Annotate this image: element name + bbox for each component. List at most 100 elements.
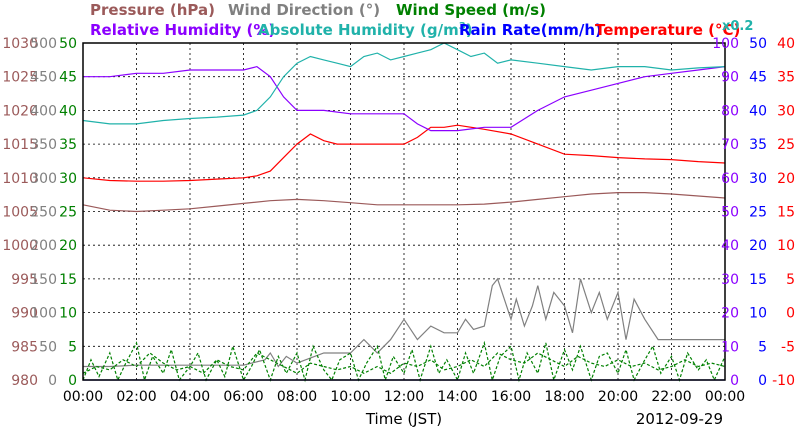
y-tick-label-pressure: 980 bbox=[11, 373, 38, 389]
y-tick-label-wind-direction: 100 bbox=[30, 306, 57, 322]
y-tick-label-pressure: 990 bbox=[11, 306, 38, 322]
y-tick-label-wind-speed: 30 bbox=[59, 171, 77, 187]
y-tick-label-wind-speed: 50 bbox=[59, 36, 77, 52]
y-tick-label-relative-humidity: 0 bbox=[730, 373, 739, 389]
y-tick-label-relative-humidity: 90 bbox=[721, 70, 739, 86]
y-tick-label-rain-rate: 50 bbox=[749, 36, 767, 52]
y-tick-label-temperature: 35 bbox=[777, 70, 795, 86]
y-tick-label-rain-rate: 5 bbox=[758, 339, 767, 355]
y-tick-label-relative-humidity: 80 bbox=[721, 103, 739, 119]
y-tick-label-wind-direction: 200 bbox=[30, 238, 57, 254]
y-tick-label-rain-rate: 10 bbox=[749, 306, 767, 322]
y-tick-label-pressure: 1030 bbox=[2, 36, 38, 52]
y-tick-label-wind-speed: 15 bbox=[59, 272, 77, 288]
series-line-absolute-humidity bbox=[82, 42, 726, 125]
y-tick-label-relative-humidity: 10 bbox=[721, 339, 739, 355]
y-tick-label-relative-humidity: 60 bbox=[721, 171, 739, 187]
y-tick-label-relative-humidity: 70 bbox=[721, 137, 739, 153]
y-tick-label-wind-direction: 400 bbox=[30, 103, 57, 119]
y-tick-label-wind-direction: 500 bbox=[30, 36, 57, 52]
y-tick-label-pressure: 1025 bbox=[2, 70, 38, 86]
y-tick-label-wind-speed: 35 bbox=[59, 137, 77, 153]
x-tick-label: 18:00 bbox=[544, 389, 584, 405]
y-tick-label-wind-direction: 150 bbox=[30, 272, 57, 288]
y-tick-label-temperature: 25 bbox=[777, 137, 795, 153]
y-tick-label-temperature: 20 bbox=[777, 171, 795, 187]
legend-scale-note: x0.2 bbox=[722, 19, 753, 34]
series-line-wind-speed-peak bbox=[82, 340, 726, 383]
series-line-wind-direction bbox=[83, 277, 725, 368]
x-tick-label: 10:00 bbox=[330, 389, 370, 405]
y-tick-label-temperature: 40 bbox=[777, 36, 795, 52]
y-tick-label-wind-speed: 5 bbox=[68, 339, 77, 355]
y-tick-label-relative-humidity: 40 bbox=[721, 238, 739, 254]
y-tick-label-temperature: 10 bbox=[777, 238, 795, 254]
y-tick-label-rain-rate: 15 bbox=[749, 272, 767, 288]
x-tick-label: 20:00 bbox=[598, 389, 638, 405]
y-tick-label-rain-rate: 35 bbox=[749, 137, 767, 153]
y-tick-label-pressure: 1010 bbox=[2, 171, 38, 187]
x-tick-label: 14:00 bbox=[437, 389, 477, 405]
y-tick-label-temperature: -5 bbox=[781, 339, 795, 355]
x-tick-label: 08:00 bbox=[277, 389, 317, 405]
grid bbox=[83, 43, 725, 380]
x-tick-label: 00:00 bbox=[63, 389, 103, 405]
x-tick-label: 22:00 bbox=[651, 389, 691, 405]
x-tick-label: 00:00 bbox=[705, 389, 745, 405]
y-tick-label-pressure: 995 bbox=[11, 272, 38, 288]
legend-relative-humidity: Relative Humidity (%) bbox=[90, 21, 275, 39]
y-tick-label-relative-humidity: 50 bbox=[721, 205, 739, 221]
legend-wind-speed: Wind Speed (m/s) bbox=[396, 1, 546, 19]
y-tick-label-temperature: 15 bbox=[777, 205, 795, 221]
y-tick-label-wind-speed: 0 bbox=[68, 373, 77, 389]
plot-frame bbox=[82, 42, 726, 381]
y-tick-label-wind-direction: 250 bbox=[30, 205, 57, 221]
axis-labels: 9809859909951000100510101015102010251030… bbox=[2, 36, 795, 405]
y-tick-label-wind-speed: 40 bbox=[59, 103, 77, 119]
y-tick-label-wind-direction: 300 bbox=[30, 171, 57, 187]
legend-pressure: Pressure (hPa) bbox=[90, 1, 215, 19]
y-tick-label-relative-humidity: 30 bbox=[721, 272, 739, 288]
y-tick-label-wind-speed: 25 bbox=[59, 205, 77, 221]
legend-absolute-humidity-text: Absolute Humidity (g/m bbox=[258, 21, 459, 39]
y-tick-label-rain-rate: 20 bbox=[749, 238, 767, 254]
y-tick-label-rain-rate: 30 bbox=[749, 171, 767, 187]
legend-wind-direction: Wind Direction (°) bbox=[228, 1, 380, 19]
y-tick-label-relative-humidity: 100 bbox=[712, 36, 739, 52]
x-tick-label: 02:00 bbox=[116, 389, 156, 405]
legend-absolute-humidity-sup: 3 bbox=[459, 21, 466, 32]
y-tick-label-wind-direction: 350 bbox=[30, 137, 57, 153]
y-tick-label-rain-rate: 0 bbox=[758, 373, 767, 389]
y-tick-label-wind-direction: 0 bbox=[48, 373, 57, 389]
y-tick-label-wind-speed: 45 bbox=[59, 70, 77, 86]
series-line-relative-humidity bbox=[83, 65, 726, 132]
y-tick-label-rain-rate: 25 bbox=[749, 205, 767, 221]
x-axis-label: Time (JST) bbox=[365, 410, 442, 428]
x-tick-label: 16:00 bbox=[491, 389, 531, 405]
y-tick-label-temperature: 5 bbox=[786, 272, 795, 288]
legend-absolute-humidity-tail: ) bbox=[466, 21, 473, 39]
x-tick-label: 04:00 bbox=[170, 389, 210, 405]
y-tick-label-pressure: 1020 bbox=[2, 103, 38, 119]
y-tick-label-pressure: 985 bbox=[11, 339, 38, 355]
x-tick-label: 06:00 bbox=[223, 389, 263, 405]
y-tick-label-wind-speed: 20 bbox=[59, 238, 77, 254]
y-tick-label-rain-rate: 40 bbox=[749, 103, 767, 119]
legend-temperature: Temperature (°C) bbox=[595, 21, 740, 39]
y-tick-label-pressure: 1000 bbox=[2, 238, 38, 254]
y-tick-label-wind-speed: 10 bbox=[59, 306, 77, 322]
series-line-pressure bbox=[82, 192, 726, 213]
y-tick-label-rain-rate: 45 bbox=[749, 70, 767, 86]
x-tick-label: 12:00 bbox=[384, 389, 424, 405]
y-tick-label-pressure: 1005 bbox=[2, 205, 38, 221]
legend-rain-rate: Rain Rate(mm/h) bbox=[459, 21, 602, 39]
y-tick-label-temperature: 0 bbox=[786, 306, 795, 322]
date-label: 2012-09-29 bbox=[636, 410, 723, 428]
y-tick-label-temperature: 30 bbox=[777, 103, 795, 119]
y-tick-label-relative-humidity: 20 bbox=[721, 306, 739, 322]
y-tick-label-pressure: 1015 bbox=[2, 137, 38, 153]
series-line-temperature bbox=[82, 124, 726, 182]
legend-absolute-humidity: Absolute Humidity (g/m3) bbox=[258, 21, 473, 39]
y-tick-label-wind-direction: 450 bbox=[30, 70, 57, 86]
